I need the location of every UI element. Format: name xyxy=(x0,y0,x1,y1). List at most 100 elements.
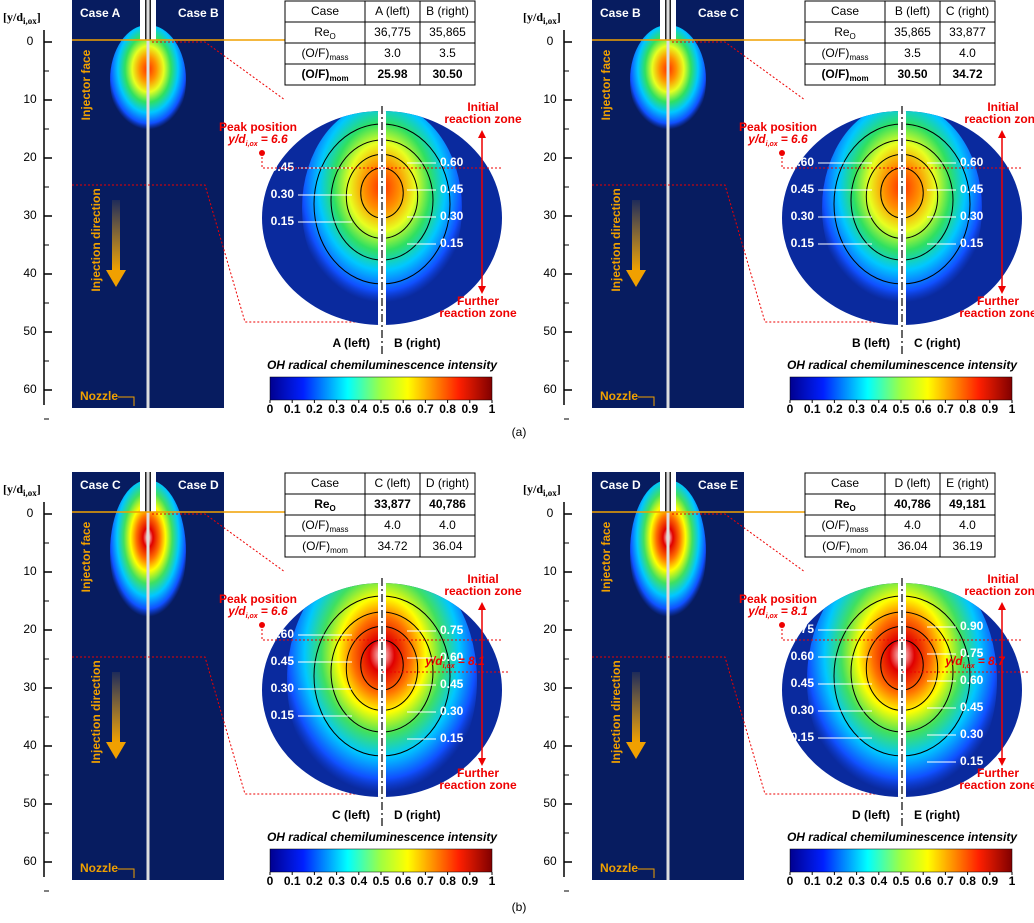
colorbar-tick-label: 0.3 xyxy=(848,402,865,416)
y-tick-label: 10 xyxy=(23,564,37,578)
contour-label: 0.30 xyxy=(271,187,295,201)
y-tick-label: 60 xyxy=(23,382,37,396)
contour-label: 0.45 xyxy=(440,677,464,691)
y-tick-label: 50 xyxy=(543,324,557,338)
colorbar-tick-label: 0 xyxy=(787,874,794,888)
figure: (a)(b)[y/di,ox]0102030405060Case ACase B… xyxy=(0,0,1034,923)
contour-label: 0.15 xyxy=(960,236,984,250)
strip-label: Injection direction xyxy=(609,188,623,291)
table-text: C (right) xyxy=(946,4,989,18)
contour-label: 0.60 xyxy=(791,155,815,169)
colorbar-tick-label: 0.7 xyxy=(417,402,434,416)
table-text: 4.0 xyxy=(439,518,456,532)
colorbar-tick-label: 0.1 xyxy=(284,402,301,416)
colorbar-tick-label: 0.9 xyxy=(981,874,998,888)
y-tick-label: 50 xyxy=(23,324,37,338)
table-text: 3.5 xyxy=(904,46,921,60)
y-tick-label: 30 xyxy=(23,680,37,694)
table-text: E (right) xyxy=(946,476,989,490)
side-label: A (left) xyxy=(332,336,370,350)
colorbar-tick-label: 0.5 xyxy=(373,402,390,416)
contour-label: 0.30 xyxy=(440,704,464,718)
contour-label: 0.60 xyxy=(960,155,984,169)
colorbar-tick-label: 0.6 xyxy=(915,874,932,888)
colorbar-tick-label: 0.3 xyxy=(848,874,865,888)
case-label: Case D xyxy=(178,478,219,492)
table-text: Case xyxy=(831,4,859,18)
colorbar-tick-label: 0.5 xyxy=(893,402,910,416)
y-axis-label: [y/di,ox] xyxy=(3,482,41,498)
contour-label: 0.30 xyxy=(960,727,984,741)
contour-label: 0.75 xyxy=(440,623,464,637)
zone-label: reaction zone xyxy=(439,778,517,792)
case-label: Case E xyxy=(698,478,738,492)
colorbar-tick-label: 0 xyxy=(267,402,274,416)
contour-label: 0.60 xyxy=(271,627,295,641)
table-text: 36.19 xyxy=(952,539,982,553)
contour-label: 0.15 xyxy=(271,708,295,722)
zone-label: reaction zone xyxy=(964,584,1034,598)
colorbar-tick-label: 1 xyxy=(489,874,496,888)
y-tick-label: 10 xyxy=(23,92,37,106)
y-tick-label: 20 xyxy=(23,150,37,164)
arrow xyxy=(632,200,640,270)
colorbar-tick-label: 0.3 xyxy=(328,874,345,888)
table-text: 36.04 xyxy=(432,539,462,553)
colorbar-tick-label: 0.9 xyxy=(461,874,478,888)
colorbar-tick-label: 0.5 xyxy=(373,874,390,888)
contour-label: 0.30 xyxy=(791,209,815,223)
table-text: 25.98 xyxy=(377,67,407,81)
y-tick-label: 40 xyxy=(543,266,557,280)
y-tick-label: 0 xyxy=(27,506,34,520)
contour-label: 0.45 xyxy=(960,700,984,714)
table-text: Case xyxy=(311,476,339,490)
y-tick-label: 60 xyxy=(543,382,557,396)
table-text: 4.0 xyxy=(904,518,921,532)
case-label: Case B xyxy=(178,6,219,20)
contour-label: 0.45 xyxy=(791,182,815,196)
zone-label: reaction zone xyxy=(959,778,1034,792)
case-label: Case A xyxy=(80,6,121,20)
y-tick-label: 0 xyxy=(547,506,554,520)
y-tick-label: 10 xyxy=(543,564,557,578)
colorbar-tick-label: 0.2 xyxy=(306,874,323,888)
table-text: 30.50 xyxy=(897,67,927,81)
colorbar xyxy=(270,849,492,872)
y-axis-label: [y/di,ox] xyxy=(523,482,561,498)
colorbar-tick-label: 0.7 xyxy=(937,402,954,416)
contour-label: 0.45 xyxy=(960,182,984,196)
panel-label: (b) xyxy=(512,900,527,914)
peak-value: y/di,ox= 6.6 xyxy=(747,132,808,148)
colorbar-tick-label: 1 xyxy=(1009,874,1016,888)
strip-label: Injector face xyxy=(79,49,93,120)
peak-value: y/di,ox= 6.6 xyxy=(227,604,288,620)
strip-label: Injection direction xyxy=(609,660,623,763)
colorbar-tick-label: 0.6 xyxy=(395,874,412,888)
y-tick-label: 0 xyxy=(27,34,34,48)
table-text: 3.5 xyxy=(439,46,456,60)
contour-label: 0.75 xyxy=(791,622,815,636)
contour-label: 0.15 xyxy=(271,214,295,228)
table-text: 35,865 xyxy=(894,25,931,39)
colorbar-tick-label: 0 xyxy=(787,402,794,416)
y-tick-label: 20 xyxy=(543,150,557,164)
colorbar-tick-label: 0.6 xyxy=(395,402,412,416)
colorbar-tick-label: 0.4 xyxy=(350,874,367,888)
colorbar-tick-label: 0.6 xyxy=(915,402,932,416)
side-label: D (right) xyxy=(394,808,441,822)
y-tick-label: 10 xyxy=(543,92,557,106)
colorbar-tick-label: 0.7 xyxy=(937,874,954,888)
y-tick-label: 30 xyxy=(543,680,557,694)
table-text: 49,181 xyxy=(949,497,986,511)
colorbar-tick-label: 0.8 xyxy=(439,874,456,888)
table-text: 4.0 xyxy=(384,518,401,532)
side-label: E (right) xyxy=(914,808,960,822)
arrow xyxy=(632,672,640,742)
strip-label: Nozzle xyxy=(600,861,638,875)
table-text: B (right) xyxy=(426,4,469,18)
peak-value: y/di,ox= 8.1 xyxy=(747,604,808,620)
table-text: 3.0 xyxy=(384,46,401,60)
y-tick-label: 50 xyxy=(543,796,557,810)
side-label: C (right) xyxy=(914,336,961,350)
